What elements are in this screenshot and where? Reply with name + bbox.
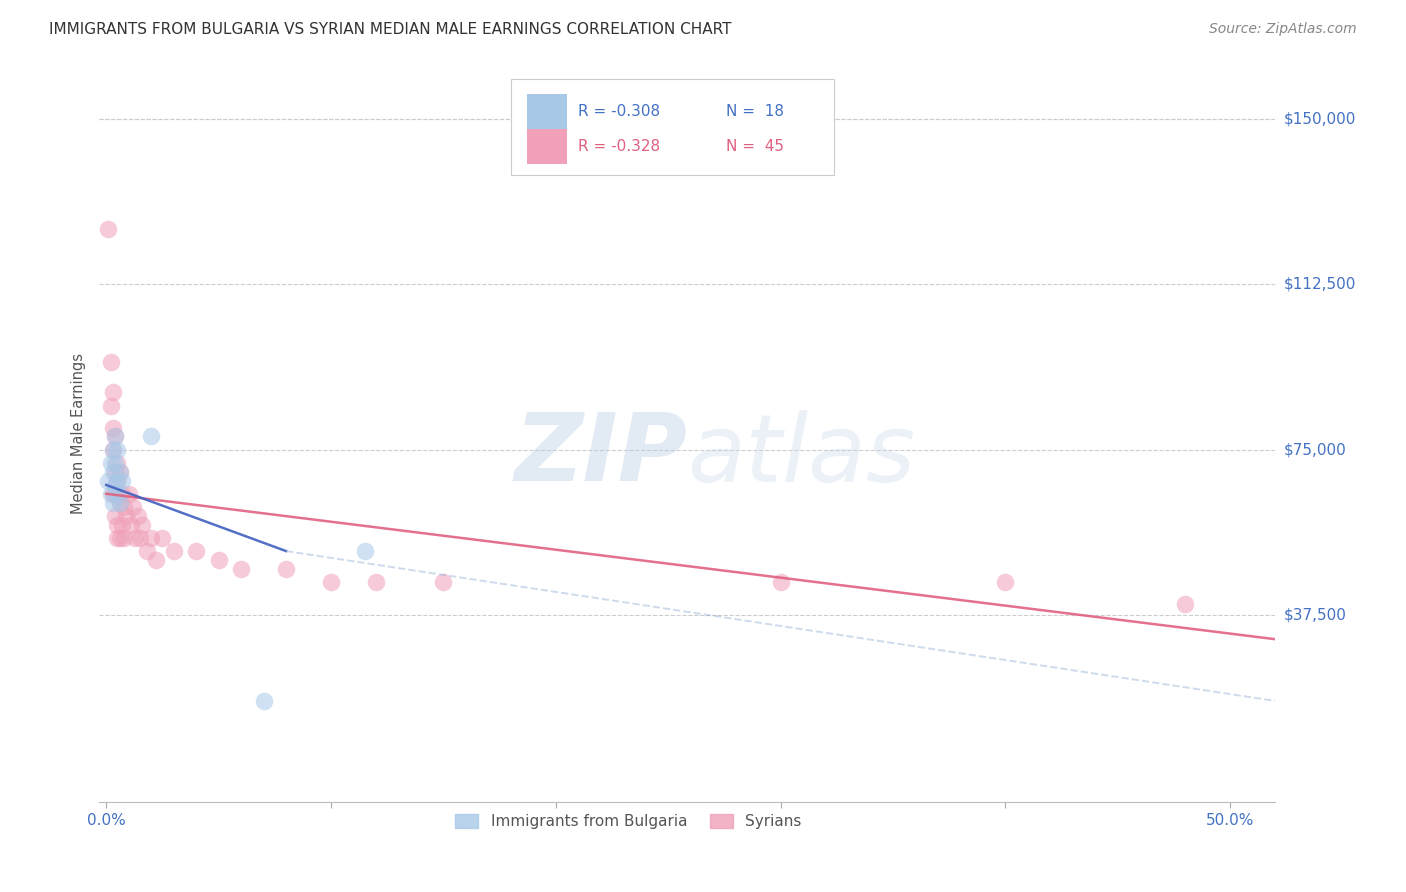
Text: $75,000: $75,000 [1284, 442, 1346, 458]
Point [118, 487, 141, 501]
Point [145, 553, 167, 567]
Point [252, 694, 274, 708]
Point [353, 544, 375, 558]
Point [207, 553, 229, 567]
Point [108, 465, 131, 479]
Point [108, 495, 131, 509]
Point [139, 531, 162, 545]
Point [127, 508, 149, 523]
Text: $112,500: $112,500 [1284, 277, 1355, 292]
Point [107, 487, 129, 501]
Legend: Immigrants from Bulgaria, Syrians: Immigrants from Bulgaria, Syrians [450, 808, 807, 835]
Text: N =  18: N = 18 [725, 104, 783, 120]
Text: IMMIGRANTS FROM BULGARIA VS SYRIAN MEDIAN MALE EARNINGS CORRELATION CHART: IMMIGRANTS FROM BULGARIA VS SYRIAN MEDIA… [49, 22, 731, 37]
Text: Source: ZipAtlas.com: Source: ZipAtlas.com [1209, 22, 1357, 37]
Point [111, 517, 134, 532]
FancyBboxPatch shape [527, 128, 568, 164]
Y-axis label: Median Male Earnings: Median Male Earnings [72, 352, 86, 514]
Point [101, 420, 124, 434]
Point [100, 456, 122, 470]
FancyBboxPatch shape [527, 94, 568, 129]
Point [184, 544, 207, 558]
Point [432, 574, 454, 589]
Text: $150,000: $150,000 [1284, 112, 1355, 127]
Point [104, 465, 127, 479]
Text: ZIP: ZIP [515, 409, 688, 501]
Text: N =  45: N = 45 [725, 139, 783, 153]
Point [100, 399, 122, 413]
Point [104, 456, 127, 470]
Point [139, 429, 162, 443]
Point [115, 508, 138, 523]
Point [104, 429, 127, 443]
Point [100, 487, 122, 501]
Point [124, 531, 146, 545]
Point [108, 495, 131, 509]
Point [107, 474, 129, 488]
Point [162, 544, 184, 558]
Text: atlas: atlas [688, 409, 915, 500]
Point [101, 465, 124, 479]
Point [107, 517, 129, 532]
Point [97, 222, 120, 236]
Point [104, 429, 127, 443]
Point [107, 474, 129, 488]
Point [100, 354, 122, 368]
Point [229, 562, 252, 576]
Point [104, 508, 127, 523]
Point [769, 574, 792, 589]
Point [120, 517, 142, 532]
Point [131, 517, 153, 532]
Point [101, 487, 124, 501]
Point [129, 531, 152, 545]
Point [107, 456, 129, 470]
Point [101, 385, 124, 400]
Point [112, 531, 135, 545]
Text: R = -0.308: R = -0.308 [578, 104, 659, 120]
Point [101, 495, 124, 509]
Point [104, 478, 127, 492]
Point [108, 465, 131, 479]
Point [101, 442, 124, 457]
Point [108, 531, 131, 545]
Point [112, 500, 135, 514]
Point [150, 531, 173, 545]
Point [122, 500, 145, 514]
Point [319, 574, 342, 589]
Point [104, 487, 127, 501]
Point [97, 474, 120, 488]
Point [135, 544, 157, 558]
Point [994, 574, 1017, 589]
Point [107, 442, 129, 457]
Text: $37,500: $37,500 [1284, 607, 1347, 623]
Point [1174, 597, 1197, 611]
Point [364, 574, 387, 589]
Point [111, 474, 134, 488]
Text: R = -0.328: R = -0.328 [578, 139, 659, 153]
Point [107, 531, 129, 545]
Point [111, 487, 134, 501]
FancyBboxPatch shape [510, 78, 834, 175]
Point [274, 562, 297, 576]
Point [101, 442, 124, 457]
